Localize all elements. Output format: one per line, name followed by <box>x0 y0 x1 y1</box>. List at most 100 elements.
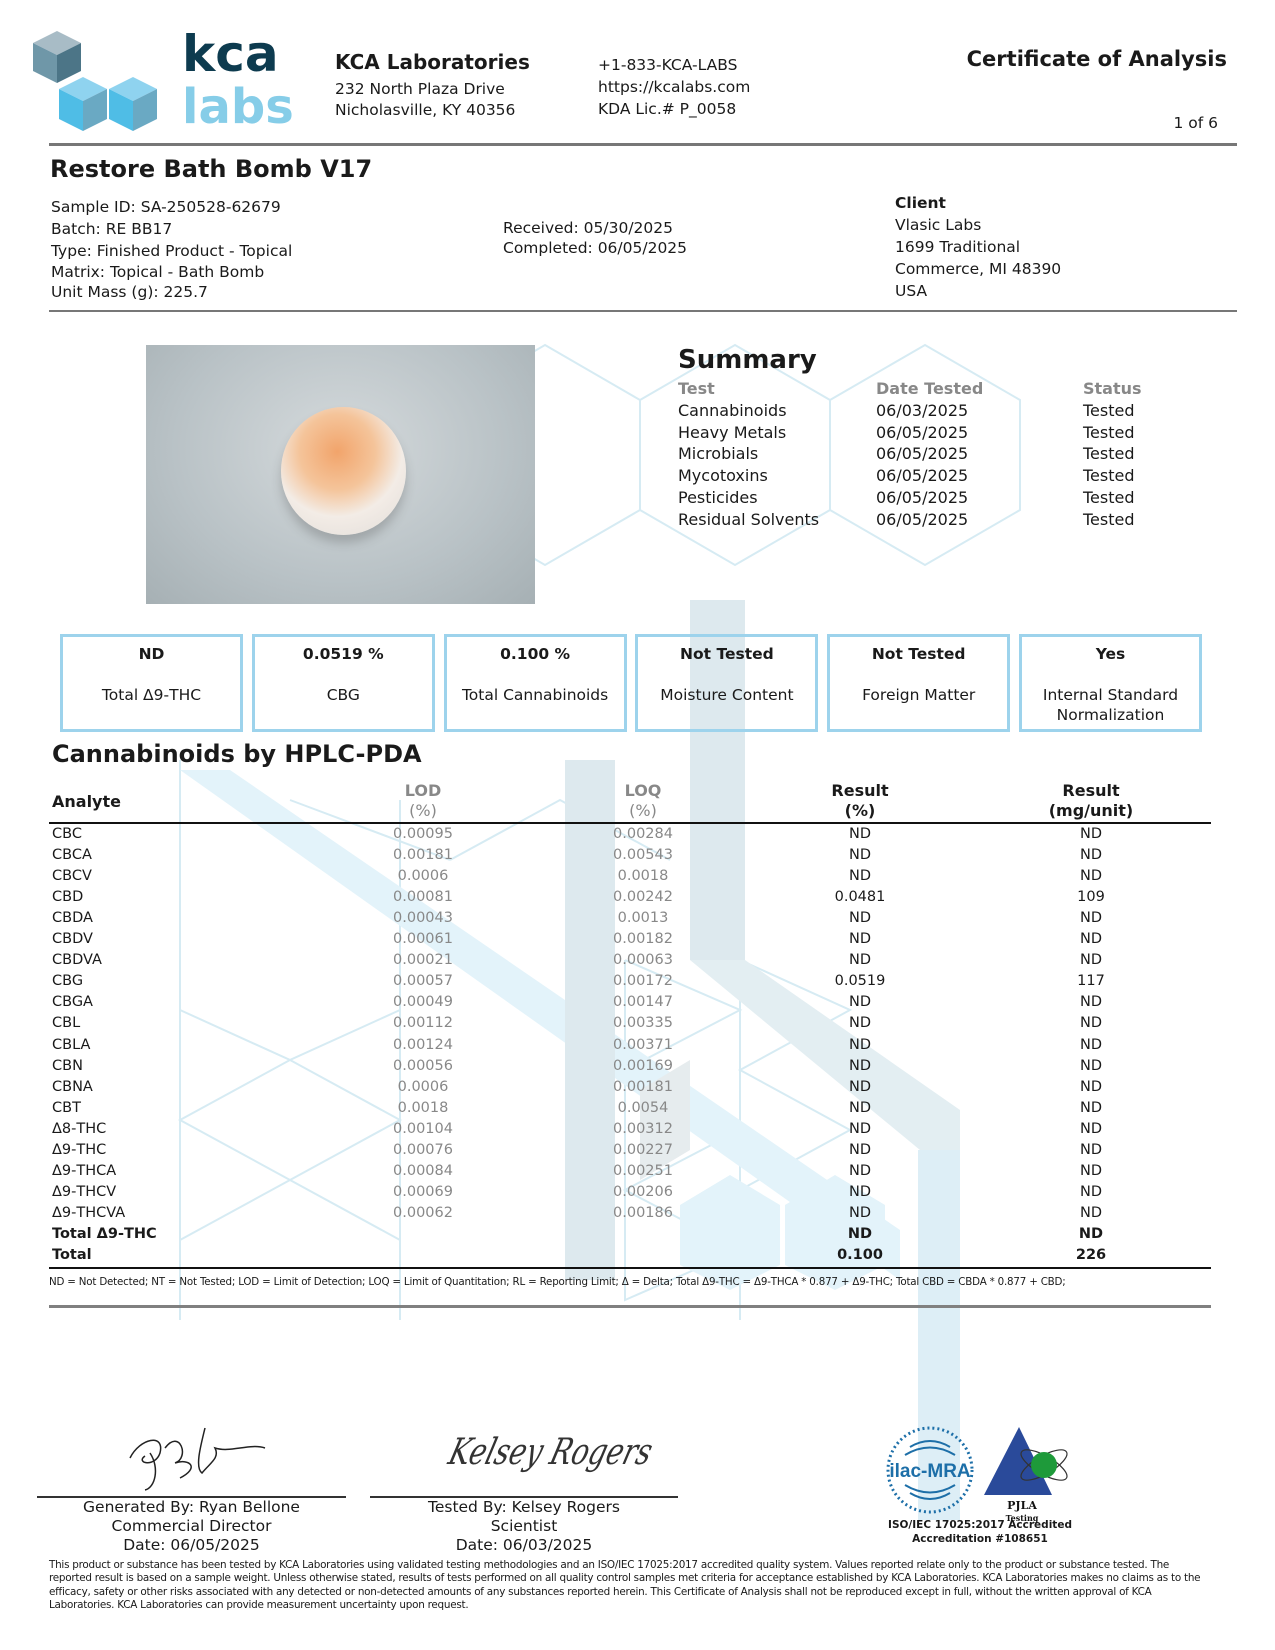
client-line: USA <box>895 282 928 300</box>
ilac-mra-logo-icon: ilac-MRA <box>886 1426 974 1514</box>
loq: 0.00169 <box>613 1057 673 1074</box>
summary-test: Residual Solvents <box>678 509 820 529</box>
table-total-row: Total 0.100 226 <box>0 1245 1275 1266</box>
summary-date: 06/05/2025 <box>876 422 969 442</box>
analyte: CBLA <box>52 1036 91 1053</box>
result-pct: ND <box>848 1162 871 1179</box>
result-mg: ND <box>1079 931 1102 948</box>
table-row: CBL 0.00112 0.00335 ND ND <box>0 1013 1275 1034</box>
result-pct: ND <box>848 931 871 948</box>
loq: 0.0054 <box>617 1099 669 1116</box>
document-title: Certificate of Analysis <box>966 47 1227 71</box>
logo-text-kca: kca <box>182 25 279 83</box>
result-mg: ND <box>1079 868 1102 885</box>
info-divider <box>49 310 1237 312</box>
analyte: CBT <box>52 1099 81 1116</box>
result-pct: ND <box>848 1204 871 1221</box>
col-header-result-mg: Result (mg/unit) <box>1048 781 1134 820</box>
table-row: CBN 0.00056 0.00169 ND ND <box>0 1056 1275 1077</box>
summary-header-test: Test <box>678 379 715 398</box>
result-mg: 226 <box>1075 1247 1107 1263</box>
result-pct: ND <box>848 1183 871 1200</box>
loq: 0.00186 <box>613 1204 673 1221</box>
result-pct: ND <box>848 1015 871 1032</box>
table-row: CBG 0.00057 0.00172 0.0519 117 <box>0 971 1275 992</box>
logo-text-labs: labs <box>182 79 294 135</box>
result-pct: 0.0481 <box>834 889 886 906</box>
result-mg: 117 <box>1077 973 1105 990</box>
summary-date: 06/03/2025 <box>876 401 969 420</box>
loq: 0.00251 <box>613 1162 673 1179</box>
result-mg: 109 <box>1077 889 1105 906</box>
result-mg: ND <box>1079 952 1102 969</box>
disclaimer: This product or substance has been teste… <box>49 1559 1201 1611</box>
highlight-value: 0.0519 % <box>302 645 384 663</box>
highlight-label: Total Cannabinoids <box>461 686 609 704</box>
result-mg: ND <box>1079 994 1102 1011</box>
table-row: Δ9-THCV 0.00069 0.00206 ND ND <box>0 1182 1275 1203</box>
result-mg: ND <box>1079 1078 1102 1095</box>
result-mg: ND <box>1079 826 1102 842</box>
client-line: Vlasic Labs <box>895 216 982 234</box>
result-pct: ND <box>848 1057 871 1074</box>
lod: 0.0006 <box>397 1078 449 1095</box>
table-row: CBNA 0.0006 0.00181 ND ND <box>0 1077 1275 1098</box>
summary-header-date: Date Tested <box>876 379 984 398</box>
svg-text:Testing: Testing <box>1006 1513 1039 1523</box>
cannabinoids-title: Cannabinoids by HPLC-PDA <box>52 740 422 768</box>
lod: 0.00021 <box>393 952 453 969</box>
table-row: CBDA 0.00043 0.0013 ND ND <box>0 908 1275 929</box>
analyte: CBG <box>52 973 84 990</box>
result-mg: ND <box>1079 1204 1102 1221</box>
lab-website[interactable]: https://kcalabs.com <box>598 78 751 96</box>
table-row: CBT 0.0018 0.0054 ND ND <box>0 1098 1275 1119</box>
lod: 0.00124 <box>393 1036 453 1053</box>
summary-date: 06/05/2025 <box>876 444 969 464</box>
signer-2: Tested By: Kelsey Rogers Scientist Date: 0… <box>428 1498 620 1554</box>
result-mg: ND <box>1079 1120 1102 1137</box>
footnote: ND = Not Detected; NT = Not Tested; LOD … <box>49 1276 1066 1288</box>
lab-name: KCA Laboratories <box>335 50 530 74</box>
highlight-label: Total Δ9-THC <box>101 686 202 704</box>
analyte: CBDVA <box>52 952 102 969</box>
result-pct: 0.100 <box>837 1247 883 1263</box>
accreditation-text: ISO/IEC 17025:2017 Accredited Accreditati… <box>888 1519 1072 1545</box>
analyte: CBCV <box>52 868 92 885</box>
col-header-analyte: Analyte <box>52 792 121 811</box>
summary-status: Tested <box>1083 487 1135 507</box>
table-row: CBCV 0.0006 0.0018 ND ND <box>0 866 1275 887</box>
analyte: Δ8-THC <box>52 1120 107 1137</box>
result-mg: ND <box>1078 1225 1104 1242</box>
result-pct: ND <box>848 847 871 864</box>
analyte: CBGA <box>52 994 93 1011</box>
analyte: CBCA <box>52 847 92 864</box>
analyte: Total <box>52 1247 92 1263</box>
summary-status: Tested <box>1083 509 1135 529</box>
result-mg: ND <box>1079 847 1102 864</box>
summary-date: 06/05/2025 <box>876 509 969 529</box>
loq: 0.00227 <box>613 1141 673 1158</box>
summary-status: Tested <box>1083 401 1135 420</box>
page-number: 1 of 6 <box>1173 114 1218 132</box>
loq: 0.0013 <box>617 910 669 927</box>
summary-test: Pesticides <box>678 487 758 507</box>
received-date: Received: 05/30/2025 <box>503 219 674 237</box>
signature-ryan-bellone <box>129 1427 266 1491</box>
table-total-row: Total Δ9-THC ND ND <box>0 1224 1275 1245</box>
result-mg: ND <box>1079 910 1102 927</box>
table-header-divider <box>49 822 1211 824</box>
highlight-box: ND Total Δ9-THC <box>60 634 243 732</box>
result-pct: ND <box>848 1141 871 1158</box>
analyte: Δ9-THCV <box>52 1183 117 1200</box>
lod: 0.00049 <box>393 994 453 1011</box>
loq: 0.00063 <box>613 952 673 969</box>
summary-date: 06/05/2025 <box>876 466 969 486</box>
svg-text:PJLA: PJLA <box>1007 1499 1037 1512</box>
highlight-value: Not Tested <box>680 645 774 663</box>
highlight-box: Not Tested Moisture Content <box>635 634 819 732</box>
sample-type: Type: Finished Product - Topical <box>51 242 293 260</box>
highlight-label: Moisture Content <box>660 686 794 704</box>
lod: 0.00081 <box>393 889 453 906</box>
lod: 0.00062 <box>393 1204 453 1221</box>
table-row: Δ9-THCVA 0.00062 0.00186 ND ND <box>0 1203 1275 1224</box>
